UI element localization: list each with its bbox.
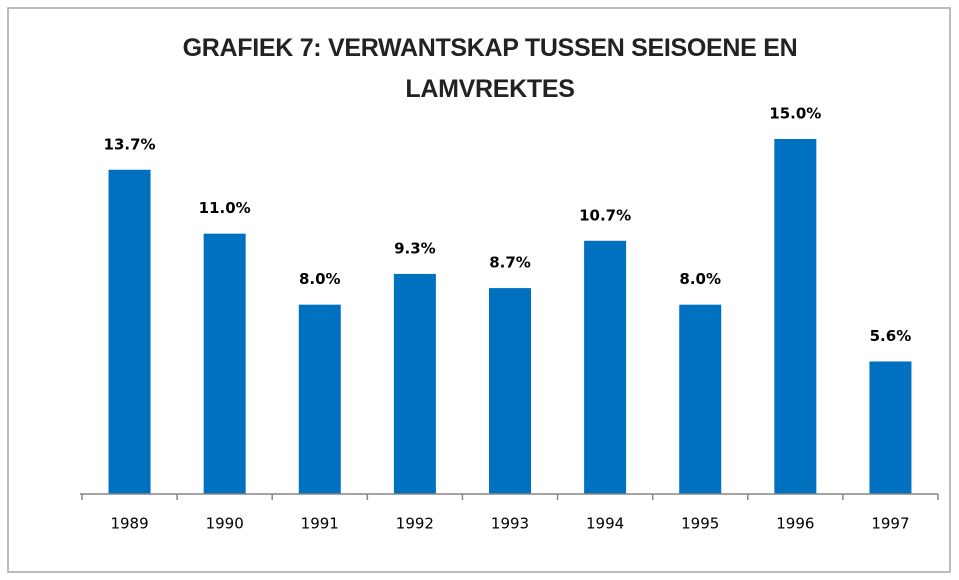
chart-title: GRAFIEK 7: VERWANTSKAP TUSSEN SEISOENE E… (182, 34, 798, 103)
bar (489, 288, 531, 494)
value-label: 15.0% (769, 105, 821, 123)
value-label: 5.6% (870, 327, 912, 345)
bar (393, 273, 436, 494)
bar (679, 304, 722, 494)
bar (869, 361, 912, 494)
value-label: 8.0% (679, 270, 721, 288)
bar (203, 233, 246, 494)
value-label: 11.0% (199, 199, 251, 217)
x-tick-label: 1991 (301, 515, 339, 533)
x-tick-label: 1996 (776, 515, 814, 533)
x-tick-label: 1992 (396, 515, 434, 533)
value-label: 13.7% (104, 135, 156, 153)
value-label: 9.3% (394, 239, 436, 257)
x-tick-label: 1997 (871, 515, 909, 533)
bar (108, 169, 151, 494)
x-tick-label: 1994 (586, 515, 624, 533)
x-tick-label: 1995 (681, 515, 719, 533)
bar (774, 139, 817, 494)
value-label: 10.7% (579, 206, 631, 224)
bar (298, 304, 341, 494)
value-label: 8.7% (489, 254, 531, 272)
value-label: 8.0% (299, 270, 341, 288)
x-tick-label: 1990 (206, 515, 244, 533)
x-tick-label: 1989 (110, 515, 148, 533)
bar (584, 240, 627, 494)
x-tick-label: 1993 (491, 515, 529, 533)
